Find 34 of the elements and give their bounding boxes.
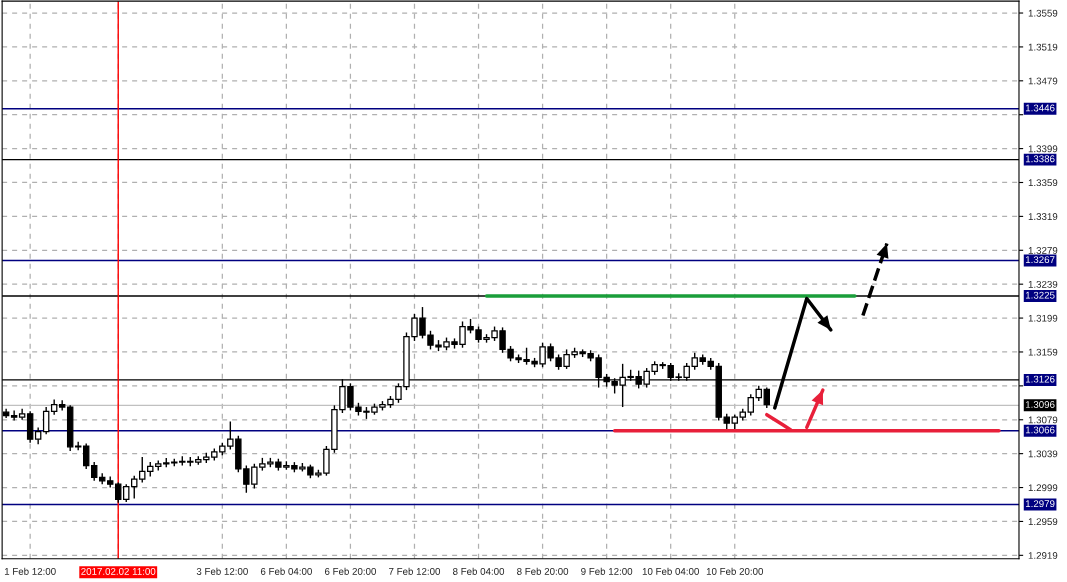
y-tick-label: 1.2959 (1028, 518, 1058, 526)
y-tick-label: 1.3399 (1028, 145, 1058, 153)
y-tick-label: 1.3359 (1028, 179, 1058, 187)
y-tick-label: 1.3279 (1028, 247, 1058, 254)
y-tick-label: 1.2999 (1028, 484, 1058, 492)
ref-line-label: 1.2979 (1025, 500, 1055, 508)
x-tick-label: 6 Feb 04:00 (260, 567, 312, 575)
x-tick-label: 9 Feb 12:00 (581, 567, 633, 575)
x-tick-label: 8 Feb 20:00 (517, 567, 569, 575)
y-tick-label: 1.3559 (1028, 9, 1058, 17)
x-tick-label: 2017.02.02 11:00 (81, 568, 156, 575)
ref-line-label: 1.3225 (1025, 291, 1055, 299)
y-tick-label: 1.3519 (1028, 43, 1058, 51)
y-tick-label: 1.3239 (1028, 280, 1058, 288)
x-tick-label: 10 Feb 20:00 (706, 567, 764, 575)
y-tick-label: 1.3159 (1028, 348, 1058, 356)
ref-line-label: 1.3066 (1025, 426, 1055, 434)
ref-line-label: 1.3096 (1025, 401, 1055, 408)
ref-line-label: 1.3267 (1025, 256, 1055, 264)
x-tick-label: 7 Feb 12:00 (389, 567, 441, 575)
x-tick-label: 8 Feb 04:00 (453, 567, 505, 575)
x-tick-label: 10 Feb 04:00 (642, 567, 699, 575)
y-tick-label: 1.3479 (1028, 77, 1058, 85)
ref-line-label: 1.3446 (1025, 104, 1055, 112)
ref-line-label: 1.3126 (1025, 375, 1055, 383)
y-tick-label: 1.3079 (1028, 416, 1058, 424)
x-tick-label: 6 Feb 20:00 (324, 567, 376, 575)
y-tick-label: 1.2919 (1028, 552, 1058, 559)
y-tick-label: 1.3199 (1028, 314, 1058, 322)
x-tick-label: 3 Feb 12:00 (196, 567, 248, 575)
ref-line-label: 1.3386 (1025, 155, 1055, 163)
y-tick-label: 1.3319 (1028, 213, 1058, 221)
y-tick-label: 1.3039 (1028, 450, 1058, 458)
x-tick-label: 1 Feb 12:00 (4, 567, 56, 575)
